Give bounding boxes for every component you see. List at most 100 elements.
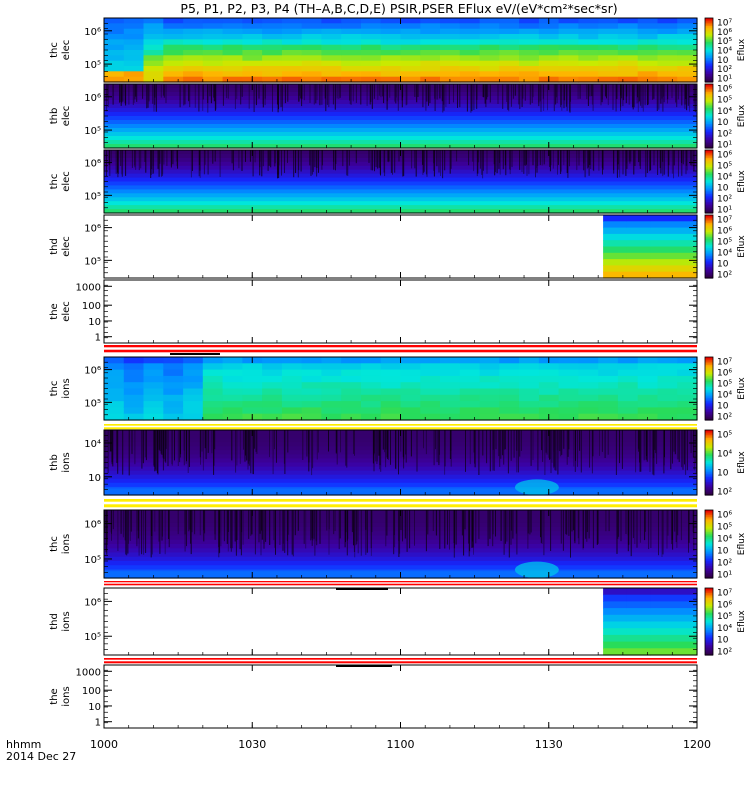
heatmap-cell [598,50,618,56]
noise-streak [495,510,496,537]
noise-streak [346,150,347,175]
heatmap-cell [559,363,579,370]
heatmap-cell [321,407,341,414]
noise-streak [318,430,319,453]
heatmap-cell [144,18,164,24]
heatmap-cell [658,66,678,72]
noise-streak [329,510,330,529]
heatmap-band [104,458,697,463]
heatmap-cell [341,389,361,396]
heatmap-cell [559,50,579,56]
heatmap-cell [559,389,579,396]
noise-streak [445,84,446,107]
noise-streak [626,510,627,534]
heatmap-cell [183,382,203,389]
noise-streak [117,150,118,177]
heatmap-cell [658,55,678,61]
noise-streak [250,430,251,473]
heatmap-cell [480,45,500,51]
heatmap-cell [183,50,203,56]
noise-streak [579,150,580,166]
noise-streak [523,84,524,99]
noise-streak [281,150,282,176]
heatmap-cell [401,401,421,408]
heatmap-cell [618,401,638,408]
heatmap-cell [598,34,618,40]
noise-streak [385,510,386,546]
heatmap-cell [341,382,361,389]
heatmap-band [104,557,697,562]
noise-streak [283,510,284,551]
heatmap-band [104,540,697,545]
noise-streak [505,430,506,449]
noise-streak [533,84,534,97]
noise-streak [365,510,366,555]
heatmap-cell [480,71,500,77]
noise-streak [189,84,190,107]
noise-streak [287,510,288,541]
noise-streak [469,510,470,551]
noise-streak [399,150,400,162]
y-tick-label: 10⁶ [84,27,101,38]
mode-marker [336,588,388,590]
noise-streak [156,84,157,112]
noise-streak [654,430,655,450]
y-tick-label: 10⁶ [84,159,101,170]
noise-streak [287,84,288,102]
noise-streak [547,430,548,455]
heatmap-cell [302,363,322,370]
heatmap-cell [480,50,500,56]
heatmap-cell [598,401,618,408]
noise-streak [635,430,636,472]
heatmap-cell [440,34,460,40]
panel-thc-elec: 10⁶10⁵thc elec10⁶10⁵10⁴10⁳10²10¹Eflux [49,150,747,216]
noise-streak [522,84,523,107]
noise-streak [439,150,440,173]
noise-streak [406,84,407,105]
noise-streak [540,150,541,165]
noise-streak [505,510,506,544]
noise-streak [317,84,318,100]
noise-streak [375,430,376,461]
panel-ylabel: the [49,688,60,704]
heatmap-cell [603,253,627,260]
heatmap-cell [519,376,539,383]
noise-streak [236,510,237,556]
heatmap-cell [674,642,698,649]
noise-streak [113,84,114,105]
heatmap-cell [539,23,559,29]
noise-streak [519,150,520,170]
heatmap-cell [638,45,658,51]
heatmap-cell [163,71,183,77]
heatmap-cell [262,50,282,56]
heatmap-cell [674,253,698,260]
heatmap-cell [341,66,361,72]
noise-streak [232,510,233,548]
heatmap-cell [262,395,282,402]
heatmap-cell [104,357,124,364]
noise-streak [647,84,648,105]
noise-streak [628,510,629,545]
heatmap-cell [578,45,598,51]
noise-streak [485,84,486,107]
colorbar-tick-label: 10² [717,488,732,498]
heatmap-cell [321,29,341,35]
noise-streak [335,84,336,110]
heatmap-cell [650,234,674,241]
noise-streak [361,510,362,556]
heatmap-cell [638,389,658,396]
y-tick-label: 10⁶ [84,520,101,531]
noise-streak [684,84,685,109]
noise-streak [559,430,560,451]
heatmap-cell [144,34,164,40]
heatmap-cell [627,221,651,228]
colorbar-tick-label: 10⁶ [717,369,732,379]
heatmap-cell [144,23,164,29]
heatmap-cell [144,29,164,35]
heatmap-cell [440,61,460,67]
noise-streak [215,150,216,162]
heatmap-cell [401,45,421,51]
y-tick-label: 10⁴ [84,439,101,450]
noise-streak [382,84,383,96]
noise-streak [345,430,346,466]
